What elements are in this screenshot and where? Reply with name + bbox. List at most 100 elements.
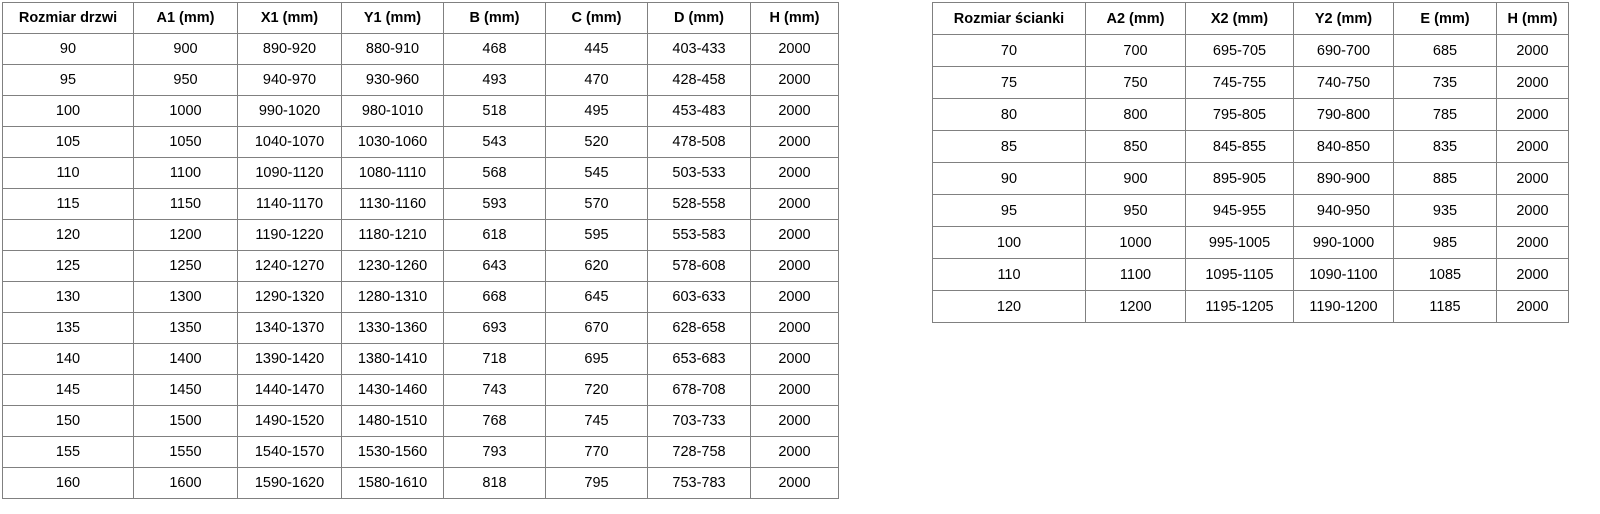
table-cell: 2000 [1496, 130, 1569, 163]
table-row: 130 1300 1290-1320 1280-1310 668 645 603-633 20… [2, 281, 839, 313]
table-cell: 110 [2, 157, 134, 189]
column-header-a2: A2 (mm) [1085, 2, 1186, 35]
table-cell: 2000 [1496, 290, 1569, 323]
table-cell: 1130-1160 [341, 188, 444, 220]
table-cell: 2000 [1496, 194, 1569, 227]
table-row: 75 750 745-755 740-750 735 2000 [932, 66, 1569, 99]
table-cell: 1240-1270 [237, 250, 342, 282]
table-cell: 1200 [133, 219, 238, 251]
table-cell: 2000 [750, 219, 839, 251]
table-cell: 1090-1100 [1293, 258, 1394, 291]
table-cell: 900 [1085, 162, 1186, 195]
table-cell: 403-433 [647, 33, 751, 65]
table-cell: 990-1020 [237, 95, 342, 127]
table-cell: 1040-1070 [237, 126, 342, 158]
table-row: 145 1450 1440-1470 1430-1460 743 720 678-708 20… [2, 374, 839, 406]
table-header-row: Rozmiar drzwi A1 (mm) X1 (mm) Y1 (mm) B … [2, 2, 839, 34]
table-cell: 980-1010 [341, 95, 444, 127]
table-cell: 2000 [1496, 66, 1569, 99]
table-row: 110 1100 1090-1120 1080-1110 568 545 503-533 20… [2, 157, 839, 189]
table-cell: 1480-1510 [341, 405, 444, 437]
table-row: 95 950 940-970 930-960 493 470 428-458 2000 [2, 64, 839, 96]
table-cell: 1085 [1393, 258, 1497, 291]
table-cell: 743 [443, 374, 546, 406]
table-cell: 428-458 [647, 64, 751, 96]
table-cell: 2000 [750, 467, 839, 499]
column-header-d: D (mm) [647, 2, 751, 34]
table-cell: 545 [545, 157, 648, 189]
table-cell: 940-970 [237, 64, 342, 96]
table-cell: 1190-1220 [237, 219, 342, 251]
table-cell: 160 [2, 467, 134, 499]
table-cell: 1250 [133, 250, 238, 282]
table-cell: 75 [932, 66, 1086, 99]
table-cell: 2000 [1496, 98, 1569, 131]
table-row: 105 1050 1040-1070 1030-1060 543 520 478-508 20… [2, 126, 839, 158]
table-cell: 1550 [133, 436, 238, 468]
table-row: 160 1600 1590-1620 1580-1610 818 795 753-783 20… [2, 467, 839, 499]
table-cell: 770 [545, 436, 648, 468]
table-cell: 1540-1570 [237, 436, 342, 468]
table-cell: 90 [2, 33, 134, 65]
table-cell: 880-910 [341, 33, 444, 65]
table-cell: 80 [932, 98, 1086, 131]
table-cell: 795 [545, 467, 648, 499]
table-cell: 800 [1085, 98, 1186, 131]
column-header-h: H (mm) [750, 2, 839, 34]
table-cell: 1140-1170 [237, 188, 342, 220]
table-cell: 840-850 [1293, 130, 1394, 163]
table-cell: 1530-1560 [341, 436, 444, 468]
table-cell: 478-508 [647, 126, 751, 158]
table-cell: 145 [2, 374, 134, 406]
table-cell: 950 [133, 64, 238, 96]
column-header-x1: X1 (mm) [237, 2, 342, 34]
table-row: 125 1250 1240-1270 1230-1260 643 620 578-608 20… [2, 250, 839, 282]
table-cell: 593 [443, 188, 546, 220]
table-cell: 670 [545, 312, 648, 344]
table-cell: 568 [443, 157, 546, 189]
table-cell: 470 [545, 64, 648, 96]
table-cell: 2000 [1496, 162, 1569, 195]
table-cell: 1440-1470 [237, 374, 342, 406]
table-cell: 603-633 [647, 281, 751, 313]
table-cell: 518 [443, 95, 546, 127]
table-cell: 1280-1310 [341, 281, 444, 313]
table-cell: 135 [2, 312, 134, 344]
table-cell: 453-483 [647, 95, 751, 127]
table-cell: 120 [2, 219, 134, 251]
table-cell: 1000 [133, 95, 238, 127]
table-cell: 1100 [1085, 258, 1186, 291]
table-cell: 795-805 [1185, 98, 1294, 131]
table-cell: 890-900 [1293, 162, 1394, 195]
table-cell: 578-608 [647, 250, 751, 282]
table-cell: 2000 [750, 157, 839, 189]
column-header-c: C (mm) [545, 2, 648, 34]
table-row: 70 700 695-705 690-700 685 2000 [932, 34, 1569, 67]
table-cell: 990-1000 [1293, 226, 1394, 259]
table-cell: 1000 [1085, 226, 1186, 259]
table-cell: 1300 [133, 281, 238, 313]
table-cell: 885 [1393, 162, 1497, 195]
table-row: 135 1350 1340-1370 1330-1360 693 670 628-658 20… [2, 312, 839, 344]
table-cell: 1450 [133, 374, 238, 406]
table-row: 110 1100 1095-1105 1090-1100 1085 2000 [932, 258, 1569, 291]
table-cell: 628-658 [647, 312, 751, 344]
table-cell: 520 [545, 126, 648, 158]
column-header-y1: Y1 (mm) [341, 2, 444, 34]
table-cell: 740-750 [1293, 66, 1394, 99]
table-cell: 620 [545, 250, 648, 282]
table-cell: 1200 [1085, 290, 1186, 323]
table-cell: 985 [1393, 226, 1497, 259]
table-cell: 995-1005 [1185, 226, 1294, 259]
table-cell: 735 [1393, 66, 1497, 99]
wall-table-header: Rozmiar ścianki A2 (mm) X2 (mm) Y2 (mm) … [932, 2, 1569, 35]
table-cell: 2000 [750, 126, 839, 158]
table-cell: 643 [443, 250, 546, 282]
table-cell: 468 [443, 33, 546, 65]
table-cell: 895-905 [1185, 162, 1294, 195]
column-header-a1: A1 (mm) [133, 2, 238, 34]
table-row: 115 1150 1140-1170 1130-1160 593 570 528-558 20… [2, 188, 839, 220]
table-cell: 70 [932, 34, 1086, 67]
table-cell: 120 [932, 290, 1086, 323]
table-cell: 100 [932, 226, 1086, 259]
